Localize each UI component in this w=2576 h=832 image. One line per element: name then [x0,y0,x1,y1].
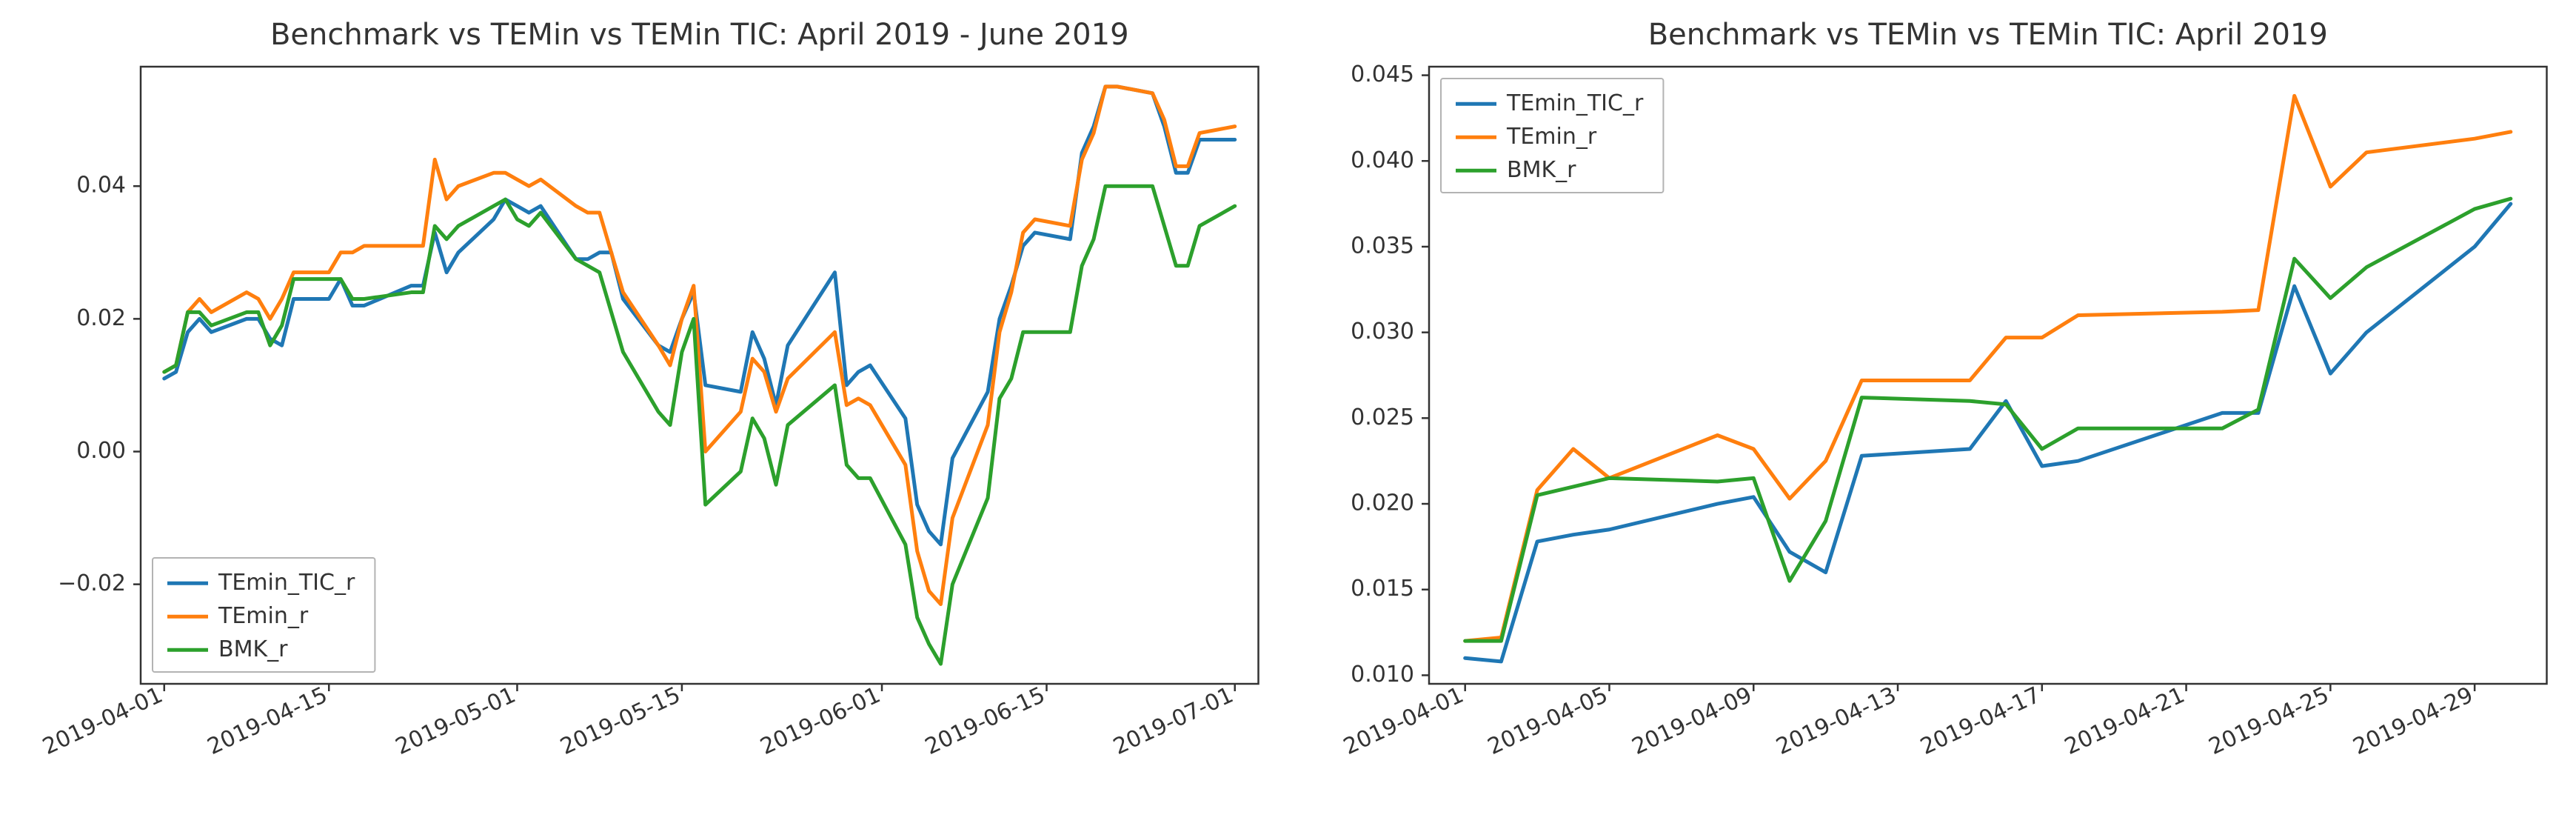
xtick-label: 2019-04-05 [1484,682,1612,760]
chart-left: −0.02 0.00 0.02 0.04 2019-04-01 2019-04-15 201… [0,0,1288,832]
legend: TEmin_TIC_r TEmin_r BMK_r [1441,79,1663,193]
legend-label: TEmin_TIC_r [218,570,355,596]
series-line-TEmin_r [164,87,1235,605]
series-line-TEmin_TIC_r [1465,204,2510,662]
ytick-label: 0.030 [1351,319,1414,345]
series-line-BMK_r [1465,199,2510,641]
ytick-label: 0.040 [1351,147,1414,173]
xtick-label: 2019-04-25 [2204,682,2332,760]
xtick-label: 2019-04-09 [1627,682,1756,760]
ytick-label: 0.035 [1351,233,1414,259]
figure-container: −0.02 0.00 0.02 0.04 2019-04-01 2019-04-15 201… [0,0,2576,832]
ytick-label: 0.020 [1351,490,1414,516]
xtick-label: 2019-04-01 [39,682,167,760]
xtick-label: 2019-04-13 [1772,682,1900,760]
ytick-label: −0.02 [58,570,126,596]
legend-label: TEmin_TIC_r [1506,90,1644,116]
ytick-label: 0.010 [1351,662,1414,688]
ytick-label: 0.00 [76,438,126,464]
legend-label: TEmin_r [218,603,309,629]
xtick-label: 2019-05-01 [392,682,520,760]
xtick-label: 2019-04-21 [2061,682,2189,760]
xtick-label: 2019-04-01 [1339,682,1468,760]
xtick-label: 2019-04-17 [1916,682,2044,760]
chart-svg: −0.02 0.00 0.02 0.04 2019-04-01 2019-04-15 201… [0,0,1288,832]
legend-label: BMK_r [218,636,288,662]
xtick-label: 2019-04-15 [204,682,332,760]
chart-title: Benchmark vs TEMin vs TEMin TIC: April 2… [270,18,1129,52]
legend-label: TEmin_r [1506,124,1597,150]
legend: TEmin_TIC_r TEmin_r BMK_r [153,558,375,672]
xtick-label: 2019-07-01 [1109,682,1237,760]
xtick-label: 2019-04-29 [2349,682,2477,760]
ytick-label: 0.015 [1351,576,1414,602]
chart-svg: 0.010 0.015 0.020 0.025 0.030 0.035 0.040 0.045… [1288,0,2576,832]
xtick-label: 2019-06-01 [757,682,885,760]
chart-title: Benchmark vs TEMin vs TEMin TIC: April 2… [1647,18,2327,52]
legend-label: BMK_r [1507,157,1576,183]
ytick-label: 0.04 [76,173,126,199]
ytick-label: 0.045 [1351,61,1414,87]
xtick-label: 2019-06-15 [921,682,1049,760]
ytick-label: 0.025 [1351,405,1414,430]
ytick-label: 0.02 [76,305,126,331]
chart-right: 0.010 0.015 0.020 0.025 0.030 0.035 0.040 0.045… [1288,0,2576,832]
xtick-label: 2019-05-15 [556,682,684,760]
